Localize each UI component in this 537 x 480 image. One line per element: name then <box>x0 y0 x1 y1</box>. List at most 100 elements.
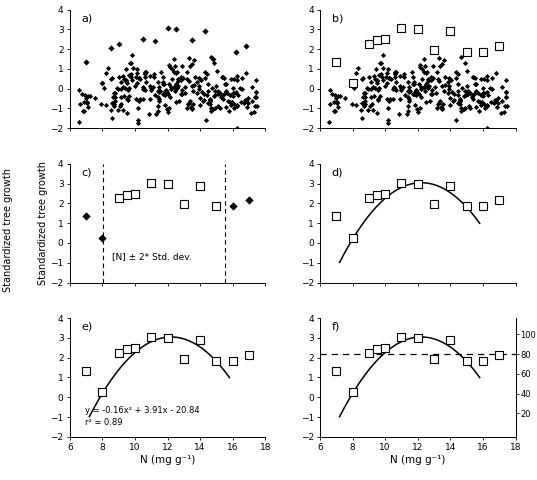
Point <box>165 61 174 69</box>
Point <box>418 65 427 72</box>
Point <box>221 87 230 95</box>
Point <box>457 105 466 112</box>
Point <box>467 94 476 101</box>
Point <box>409 90 418 97</box>
Point <box>164 90 173 98</box>
Point <box>443 89 452 96</box>
Point <box>244 94 252 102</box>
Point <box>242 70 250 77</box>
Point <box>135 74 143 82</box>
Point <box>352 70 360 77</box>
Point <box>449 97 458 105</box>
Point <box>462 48 471 56</box>
Point <box>128 76 137 84</box>
Point <box>226 98 235 106</box>
Point <box>446 101 454 108</box>
Point <box>212 203 221 210</box>
Point <box>417 85 426 93</box>
Point <box>372 65 380 72</box>
Point <box>223 89 231 96</box>
Point <box>156 87 164 95</box>
Point <box>114 85 122 93</box>
Point <box>365 73 374 81</box>
Point <box>457 53 466 61</box>
Point <box>233 101 241 109</box>
Point <box>483 124 491 132</box>
Point <box>395 72 404 80</box>
Point <box>252 76 260 84</box>
Point <box>196 336 205 344</box>
Point <box>423 68 432 76</box>
Point <box>173 75 182 83</box>
Point <box>201 74 209 82</box>
Point <box>159 78 168 85</box>
Point <box>80 107 89 115</box>
Point <box>413 334 422 342</box>
Point <box>455 96 464 104</box>
Point <box>468 73 477 81</box>
Point <box>349 388 357 396</box>
Point <box>188 36 197 44</box>
Point <box>411 87 420 95</box>
Point <box>200 90 208 98</box>
Point <box>383 69 391 77</box>
Point <box>473 89 482 96</box>
Point <box>330 98 338 106</box>
Point <box>391 69 400 76</box>
Point <box>367 78 375 86</box>
Point <box>378 72 386 80</box>
Point <box>97 100 106 108</box>
Point <box>132 73 140 81</box>
Point <box>163 334 172 342</box>
Point <box>236 98 245 106</box>
Point <box>334 103 343 111</box>
Point <box>359 93 368 100</box>
Point <box>135 97 143 105</box>
Point <box>207 53 215 61</box>
Point <box>149 73 158 81</box>
Point <box>228 357 237 364</box>
Point <box>251 93 260 101</box>
Point <box>120 75 129 83</box>
Point <box>77 91 86 98</box>
Point <box>411 89 419 96</box>
Point <box>114 194 123 202</box>
Point <box>98 234 107 241</box>
Point <box>122 76 130 84</box>
Point <box>465 102 473 109</box>
Point <box>139 84 148 91</box>
Point <box>219 73 227 81</box>
Point <box>396 96 404 103</box>
Point <box>478 90 487 97</box>
Point <box>479 84 488 92</box>
Point <box>373 36 381 44</box>
Point <box>152 110 161 118</box>
Point <box>413 25 422 33</box>
Point <box>366 102 374 109</box>
Point <box>498 84 506 91</box>
Point <box>382 96 391 103</box>
Point <box>431 84 439 91</box>
Point <box>180 84 189 91</box>
Point <box>207 105 215 112</box>
Text: c): c) <box>82 168 92 178</box>
Point <box>455 97 464 105</box>
Point <box>424 75 432 83</box>
Point <box>206 101 214 108</box>
Point <box>149 70 158 77</box>
Point <box>187 82 196 89</box>
Point <box>224 107 233 114</box>
Point <box>472 80 481 87</box>
Point <box>85 92 94 99</box>
Point <box>365 40 373 48</box>
Point <box>481 104 489 111</box>
Point <box>430 355 438 362</box>
Point <box>82 98 91 106</box>
Point <box>107 114 116 122</box>
Point <box>422 70 430 77</box>
Point <box>453 70 462 77</box>
Point <box>110 102 118 109</box>
Point <box>183 75 192 83</box>
Point <box>203 91 212 98</box>
Point <box>171 25 180 33</box>
